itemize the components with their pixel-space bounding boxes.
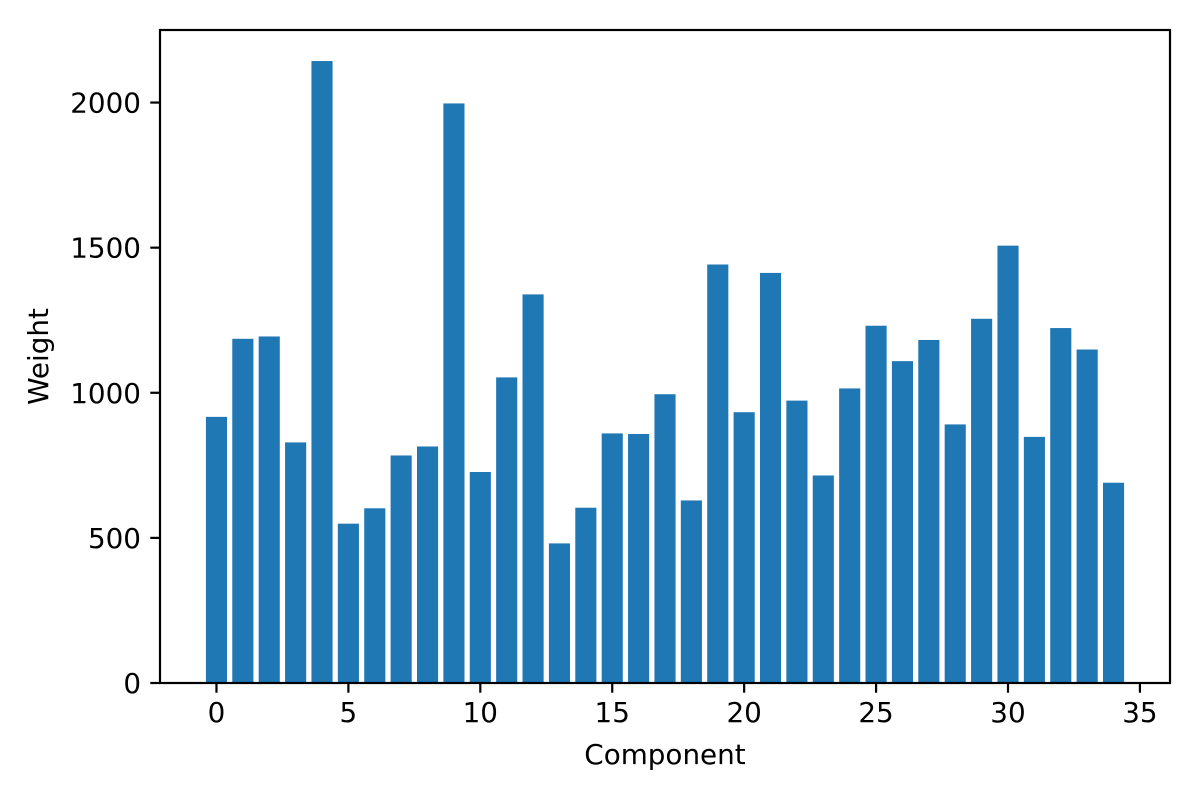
- bar-component-33: [1076, 349, 1098, 683]
- bar-component-15: [601, 433, 623, 683]
- bar-component-0: [205, 416, 228, 683]
- bar-component-18: [680, 500, 702, 683]
- bar-component-10: [469, 472, 491, 683]
- bar-component-13: [548, 543, 571, 683]
- bar-component-17: [654, 394, 676, 683]
- bar-component-19: [707, 264, 729, 683]
- bar-component-9: [443, 103, 465, 684]
- bar-component-1: [232, 338, 254, 683]
- x-tick-label: 30: [990, 696, 1025, 729]
- bar-component-23: [812, 475, 834, 683]
- bar-component-26: [891, 361, 914, 683]
- bar-component-30: [997, 245, 1019, 683]
- y-tick-label: 0: [123, 667, 141, 700]
- bar-component-2: [258, 336, 280, 683]
- x-tick-label: 15: [595, 696, 630, 729]
- bar-component-7: [390, 455, 412, 683]
- x-tick-label: 35: [1122, 696, 1157, 729]
- bar-component-22: [786, 400, 808, 683]
- axes-spines: [158, 28, 1172, 685]
- bar-component-16: [628, 433, 650, 683]
- bar-component-24: [839, 388, 861, 683]
- bar-component-12: [522, 294, 544, 683]
- x-tick-label: 10: [463, 696, 498, 729]
- bar-component-27: [918, 339, 940, 683]
- x-axis-label: Component: [584, 738, 745, 771]
- y-tick-label: 500: [88, 522, 141, 555]
- bar-component-8: [416, 446, 439, 683]
- bar-component-5: [337, 523, 359, 683]
- y-tick-label: 1000: [70, 377, 141, 410]
- x-axis-ticks: 0 5 10 15 20 25 30 35: [208, 683, 1158, 729]
- bar-component-21: [759, 272, 782, 683]
- y-axis-ticks: 0 500 1000 1500 2000: [70, 87, 160, 700]
- bars-group: [205, 61, 1125, 684]
- y-tick-label: 2000: [70, 87, 141, 120]
- bar-component-28: [944, 424, 966, 683]
- y-axis-label: Weight: [22, 308, 55, 405]
- bar-component-25: [865, 325, 887, 683]
- x-tick-label: 25: [858, 696, 893, 729]
- bar-component-29: [971, 318, 993, 683]
- x-tick-label: 5: [340, 696, 358, 729]
- bar-component-6: [364, 508, 386, 683]
- bar-component-4: [311, 61, 333, 684]
- bar-component-3: [285, 442, 307, 683]
- y-tick-label: 1500: [70, 232, 141, 265]
- bar-component-14: [575, 507, 597, 683]
- bar-component-20: [733, 412, 755, 683]
- x-tick-label: 0: [208, 696, 226, 729]
- bar-component-11: [496, 377, 518, 683]
- bar-component-34: [1102, 482, 1125, 683]
- x-tick-label: 20: [726, 696, 761, 729]
- bar-component-32: [1050, 328, 1072, 683]
- bar-component-31: [1023, 436, 1045, 683]
